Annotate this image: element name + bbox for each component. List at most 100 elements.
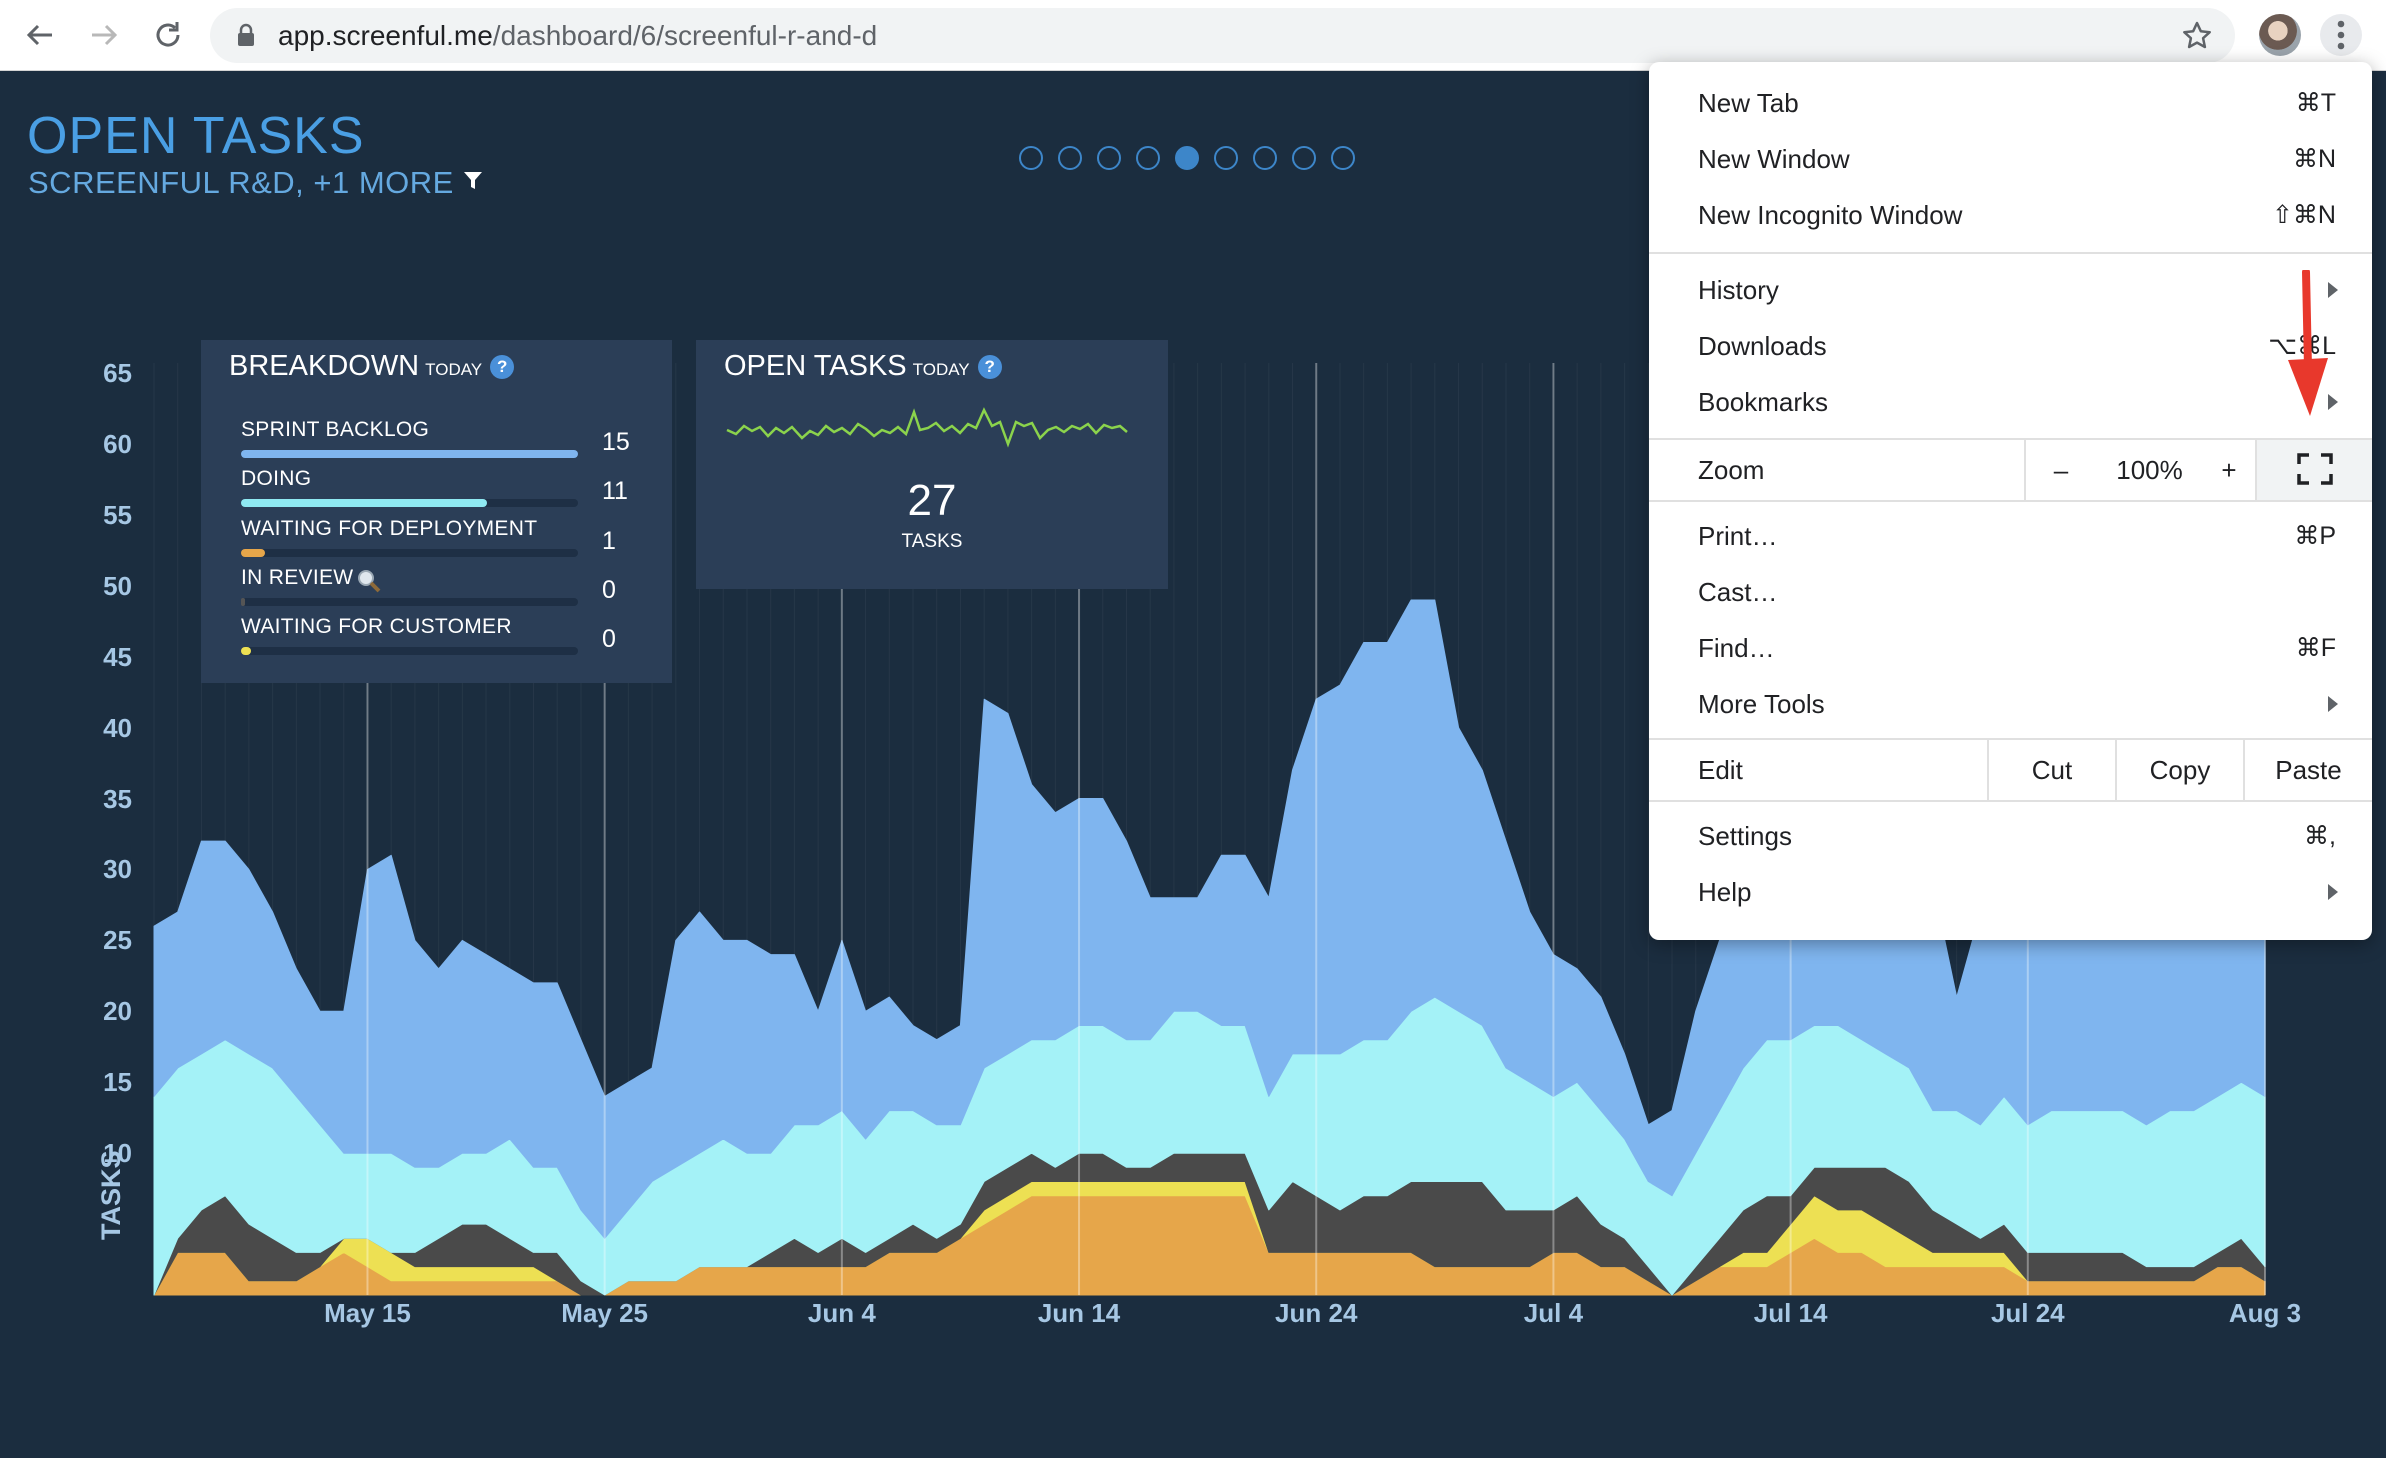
menu-item-new-tab[interactable]: New Tab ⌘T xyxy=(1649,75,2372,131)
breakdown-widget xyxy=(201,340,672,683)
x-tick-label: May 15 xyxy=(324,1298,411,1328)
page-dot[interactable] xyxy=(1136,146,1160,170)
breakdown-bar-fill xyxy=(241,598,245,606)
copy-button[interactable]: Copy xyxy=(2115,740,2243,800)
breakdown-row: DOING 11 xyxy=(241,467,661,507)
breakdown-row: WAITING FOR CUSTOMER 0 xyxy=(241,615,661,655)
y-tick-label: 60 xyxy=(103,428,132,459)
y-axis-title: TASKS xyxy=(96,1150,126,1240)
menu-item-downloads[interactable]: Downloads ⌥⌘L xyxy=(1649,318,2372,374)
breakdown-row-label: WAITING FOR CUSTOMER xyxy=(241,615,512,638)
page-dot[interactable] xyxy=(1331,146,1355,170)
edit-label: Edit xyxy=(1698,755,1743,785)
breakdown-row-value: 11 xyxy=(602,477,628,505)
zoom-out-button[interactable]: – xyxy=(2024,440,2096,500)
breakdown-row-value: 0 xyxy=(602,625,616,653)
submenu-arrow-icon xyxy=(2328,282,2338,298)
y-tick-label: 50 xyxy=(103,570,132,601)
y-tick-label: 55 xyxy=(103,499,132,530)
menu-item-help[interactable]: Help xyxy=(1649,864,2372,920)
page-dot[interactable] xyxy=(1097,146,1121,170)
page-dot[interactable] xyxy=(1214,146,1238,170)
menu-item-find[interactable]: Find… ⌘F xyxy=(1649,620,2372,676)
zoom-value: 100% xyxy=(2116,455,2183,485)
menu-item-print[interactable]: Print… ⌘P xyxy=(1649,508,2372,564)
breakdown-row-label: WAITING FOR DEPLOYMENT xyxy=(241,517,538,540)
y-tick-label: 35 xyxy=(103,783,132,814)
menu-label: Settings xyxy=(1698,821,1792,851)
menu-item-history[interactable]: History xyxy=(1649,262,2372,318)
y-tick-label: 30 xyxy=(103,854,132,885)
y-tick-label: 10 xyxy=(103,1138,132,1169)
menu-label: New Tab xyxy=(1698,88,1799,118)
paste-button[interactable]: Paste xyxy=(2243,740,2372,800)
y-tick-label: 25 xyxy=(103,925,132,956)
cut-button[interactable]: Cut xyxy=(1987,740,2115,800)
more-vert-icon xyxy=(2337,20,2345,50)
breakdown-row-label: DOING xyxy=(241,467,312,490)
url-path: /dashboard/6/screenful-r-and-d xyxy=(492,20,878,51)
breakdown-title: BREAKDOWN TODAY? xyxy=(229,350,515,383)
edit-row: Edit Cut Copy Paste xyxy=(1649,738,2372,802)
lock-icon xyxy=(238,23,254,46)
breakdown-title-text: BREAKDOWN xyxy=(229,350,420,382)
fullscreen-button[interactable] xyxy=(2255,440,2372,500)
menu-item-new-window[interactable]: New Window ⌘N xyxy=(1649,131,2372,187)
page-dot[interactable] xyxy=(1019,146,1043,170)
dashboard-title: OPEN TASKS xyxy=(27,107,365,165)
fullscreen-icon xyxy=(2296,453,2333,485)
page-dot[interactable] xyxy=(1058,146,1082,170)
browser-toolbar: app.screenful.me/dashboard/6/screenful-r… xyxy=(0,0,2386,71)
y-tick-label: 45 xyxy=(103,641,132,672)
menu-item-new-incognito-window[interactable]: New Incognito Window ⇧⌘N xyxy=(1649,187,2372,243)
y-tick-label: 40 xyxy=(103,712,132,743)
arrow-left-icon xyxy=(26,24,52,46)
menu-button[interactable] xyxy=(2320,14,2362,56)
page-dot[interactable] xyxy=(1253,146,1277,170)
menu-label: Print… xyxy=(1698,521,1778,551)
zoom-in-button[interactable]: + xyxy=(2221,455,2237,485)
address-bar[interactable]: app.screenful.me/dashboard/6/screenful-r… xyxy=(210,8,2235,63)
menu-item-bookmarks[interactable]: Bookmarks xyxy=(1649,374,2372,430)
magnifier-icon xyxy=(358,570,381,593)
breakdown-help-icon[interactable]: ? xyxy=(490,355,515,379)
dashboard-filter[interactable]: SCREENFUL R&D, +1 MORE xyxy=(28,165,483,201)
profile-avatar[interactable] xyxy=(2259,14,2301,56)
breakdown-row: WAITING FOR DEPLOYMENT 1 xyxy=(241,517,661,557)
x-tick-label: Jun 14 xyxy=(1037,1298,1121,1328)
menu-item-more-tools[interactable]: More Tools xyxy=(1649,676,2372,732)
back-button[interactable] xyxy=(19,14,61,56)
bookmark-star-icon[interactable] xyxy=(2181,20,2213,52)
open-tasks-help-icon[interactable]: ? xyxy=(977,355,1002,379)
menu-label: Help xyxy=(1698,877,1752,907)
page-dot[interactable] xyxy=(1175,146,1199,170)
breakdown-bar-fill xyxy=(241,549,265,557)
annotation-arrow-icon xyxy=(2288,270,2328,416)
y-tick-label: 15 xyxy=(103,1067,132,1098)
arrow-right-icon xyxy=(92,24,118,46)
breakdown-row-value: 1 xyxy=(602,527,616,555)
breakdown-bar-track xyxy=(241,450,578,458)
menu-shortcut: ⌘, xyxy=(2304,822,2336,850)
menu-shortcut: ⇧⌘N xyxy=(2271,201,2336,229)
open-tasks-widget xyxy=(696,340,1168,589)
breakdown-bar-track xyxy=(241,549,578,557)
breakdown-bar-track xyxy=(241,647,578,655)
page-dot[interactable] xyxy=(1292,146,1316,170)
open-tasks-widget-title: OPEN TASKS TODAY? xyxy=(724,350,1002,383)
menu-item-cast[interactable]: Cast… xyxy=(1649,564,2372,620)
breakdown-bar-fill xyxy=(241,450,578,458)
x-tick-label: Jul 14 xyxy=(1753,1298,1828,1328)
zoom-label: Zoom xyxy=(1698,455,1765,485)
breakdown-row: SPRINT BACKLOG 15 xyxy=(241,418,661,458)
reload-button[interactable] xyxy=(147,14,189,56)
menu-label: Downloads xyxy=(1698,331,1827,361)
menu-item-settings[interactable]: Settings ⌘, xyxy=(1649,808,2372,864)
open-tasks-widget-title-text: OPEN TASKS xyxy=(724,350,907,382)
forward-button[interactable] xyxy=(83,14,125,56)
breakdown-bar-track xyxy=(241,499,578,507)
menu-label: Bookmarks xyxy=(1698,387,1829,417)
breakdown-bar-fill xyxy=(241,499,487,507)
y-tick-label: 20 xyxy=(103,996,132,1027)
reload-icon xyxy=(156,22,180,47)
